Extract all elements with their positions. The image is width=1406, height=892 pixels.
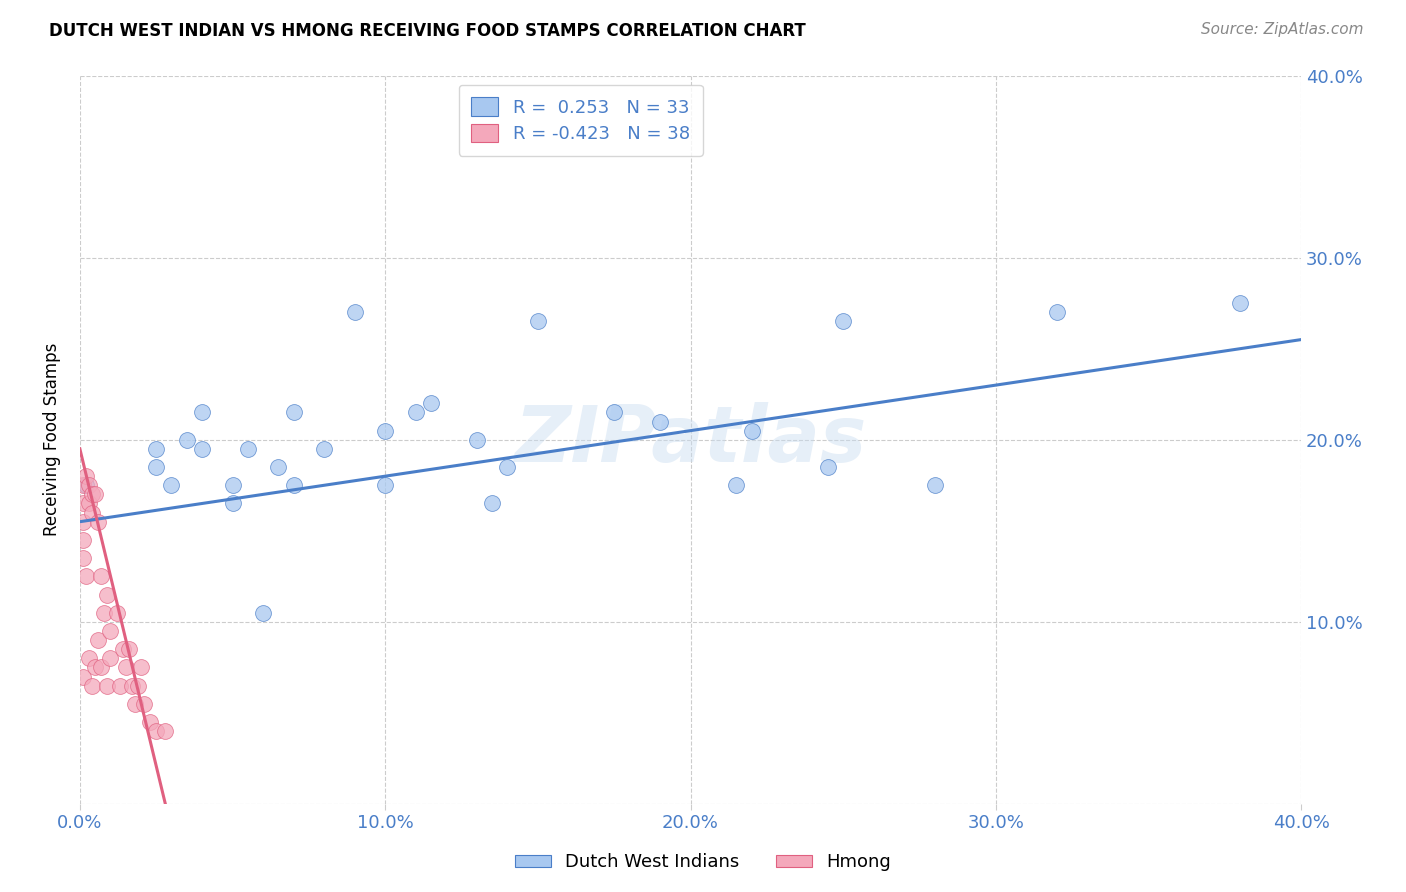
Point	[108, 679, 131, 693]
Point	[75, 569, 97, 583]
Point	[127, 679, 149, 693]
Point	[236, 442, 259, 456]
Point	[145, 460, 167, 475]
Point	[100, 651, 122, 665]
Point	[160, 478, 183, 492]
Point	[374, 424, 396, 438]
Point	[84, 660, 107, 674]
Point	[155, 724, 177, 739]
Point	[191, 405, 214, 419]
Point	[176, 433, 198, 447]
Point	[77, 496, 100, 510]
Point	[741, 424, 763, 438]
Point	[283, 405, 305, 419]
Point	[72, 551, 94, 566]
Point	[72, 496, 94, 510]
Point	[1229, 296, 1251, 310]
Point	[121, 679, 143, 693]
Point	[114, 660, 136, 674]
Point	[465, 433, 488, 447]
Point	[72, 515, 94, 529]
Point	[87, 633, 110, 648]
Text: ZIPatlas: ZIPatlas	[515, 401, 866, 478]
Point	[87, 515, 110, 529]
Point	[832, 314, 855, 328]
Point	[191, 442, 214, 456]
Point	[111, 642, 134, 657]
Point	[139, 714, 162, 729]
Point	[221, 478, 243, 492]
Point	[72, 669, 94, 683]
Point	[96, 679, 118, 693]
Point	[252, 606, 274, 620]
Point	[481, 496, 503, 510]
Point	[90, 660, 112, 674]
Y-axis label: Receiving Food Stamps: Receiving Food Stamps	[44, 343, 60, 536]
Point	[129, 660, 152, 674]
Point	[1046, 305, 1069, 319]
Point	[221, 496, 243, 510]
Legend: R =  0.253   N = 33, R = -0.423   N = 38: R = 0.253 N = 33, R = -0.423 N = 38	[458, 85, 703, 156]
Point	[75, 478, 97, 492]
Point	[80, 679, 103, 693]
Point	[725, 478, 748, 492]
Legend: Dutch West Indians, Hmong: Dutch West Indians, Hmong	[508, 847, 898, 879]
Point	[267, 460, 290, 475]
Point	[75, 469, 97, 483]
Point	[96, 588, 118, 602]
Point	[603, 405, 626, 419]
Point	[648, 415, 671, 429]
Point	[80, 487, 103, 501]
Point	[100, 624, 122, 638]
Point	[527, 314, 550, 328]
Point	[374, 478, 396, 492]
Point	[420, 396, 443, 410]
Point	[72, 533, 94, 547]
Point	[105, 606, 128, 620]
Point	[145, 442, 167, 456]
Point	[132, 697, 155, 711]
Point	[817, 460, 839, 475]
Point	[496, 460, 519, 475]
Point	[77, 651, 100, 665]
Point	[924, 478, 946, 492]
Text: DUTCH WEST INDIAN VS HMONG RECEIVING FOOD STAMPS CORRELATION CHART: DUTCH WEST INDIAN VS HMONG RECEIVING FOO…	[49, 22, 806, 40]
Point	[343, 305, 366, 319]
Point	[145, 724, 167, 739]
Point	[124, 697, 146, 711]
Point	[90, 569, 112, 583]
Point	[118, 642, 141, 657]
Point	[84, 487, 107, 501]
Point	[77, 478, 100, 492]
Point	[283, 478, 305, 492]
Point	[93, 606, 115, 620]
Point	[72, 478, 94, 492]
Point	[405, 405, 427, 419]
Point	[80, 506, 103, 520]
Point	[314, 442, 336, 456]
Text: Source: ZipAtlas.com: Source: ZipAtlas.com	[1201, 22, 1364, 37]
